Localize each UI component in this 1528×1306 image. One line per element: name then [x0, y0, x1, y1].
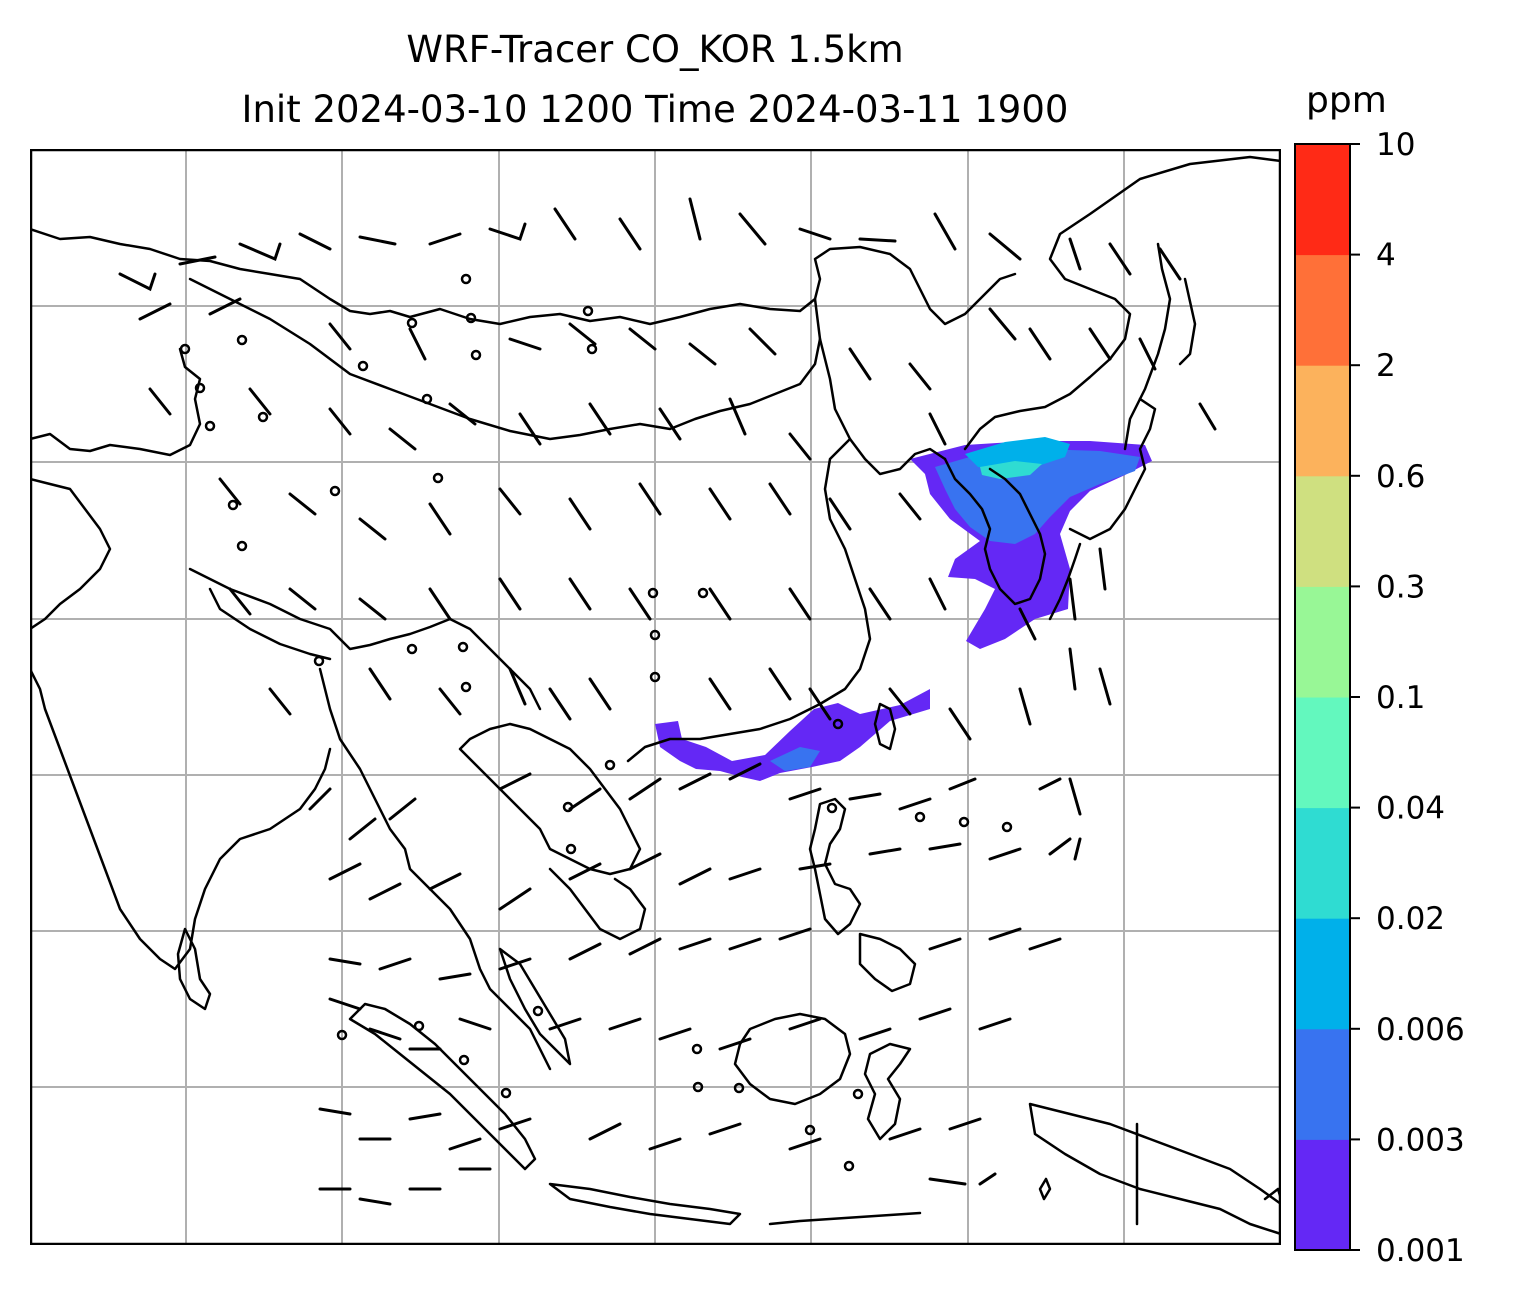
colorbar-tick-label: 0.04	[1376, 791, 1445, 827]
colorbar-tick-label: 0.006	[1376, 1012, 1465, 1048]
colorbar-segment	[1295, 1139, 1350, 1251]
calm-wind-markers	[179, 273, 1013, 1172]
gridlines	[30, 149, 1281, 1245]
colorbar-segment	[1295, 365, 1350, 477]
wind-barbs	[118, 197, 1217, 1206]
colorbar-tick-label: 4	[1376, 238, 1396, 274]
colorbar-tick-label: 0.6	[1376, 459, 1425, 495]
colorbar-segment	[1295, 254, 1350, 366]
colorbar-segment	[1295, 586, 1350, 698]
colorbar-segment	[1295, 807, 1350, 919]
colorbar-tick-label: 0.02	[1376, 901, 1445, 937]
colorbar-segment	[1295, 918, 1350, 1030]
colorbar-tick-label: 0.1	[1376, 680, 1425, 716]
plume-core-north	[965, 437, 1070, 471]
colorbar-segment	[1295, 1028, 1350, 1140]
colorbar: 0.001 0.003 0.006 0.02 0.04 0.1 0.3 0.6 2 4 10	[1294, 127, 1465, 1269]
colorbar-tick-label: 2	[1376, 348, 1396, 384]
map-subtitle: Init 2024-03-10 1200 Time 2024-03-11 190…	[241, 88, 1069, 131]
map-panel	[30, 149, 1281, 1245]
coastlines-borders	[30, 155, 1281, 1236]
colorbar-segment	[1295, 144, 1350, 256]
colorbar-tick-label: 0.003	[1376, 1122, 1465, 1158]
map-title: WRF-Tracer CO_KOR 1.5km	[406, 28, 904, 71]
colorbar-segment	[1295, 697, 1350, 809]
plume-mid-south	[770, 747, 820, 771]
tracer-plume-south-china	[655, 689, 930, 781]
colorbar-segment	[1295, 475, 1350, 587]
plume-peak-north	[980, 461, 1042, 479]
plume-outer-south	[655, 689, 930, 781]
colorbar-tick-label: 10	[1376, 127, 1415, 163]
colorbar-unit-label: ppm	[1306, 80, 1387, 121]
colorbar-tick-label: 0.001	[1376, 1233, 1465, 1269]
colorbar-tick-label: 0.3	[1376, 569, 1425, 605]
